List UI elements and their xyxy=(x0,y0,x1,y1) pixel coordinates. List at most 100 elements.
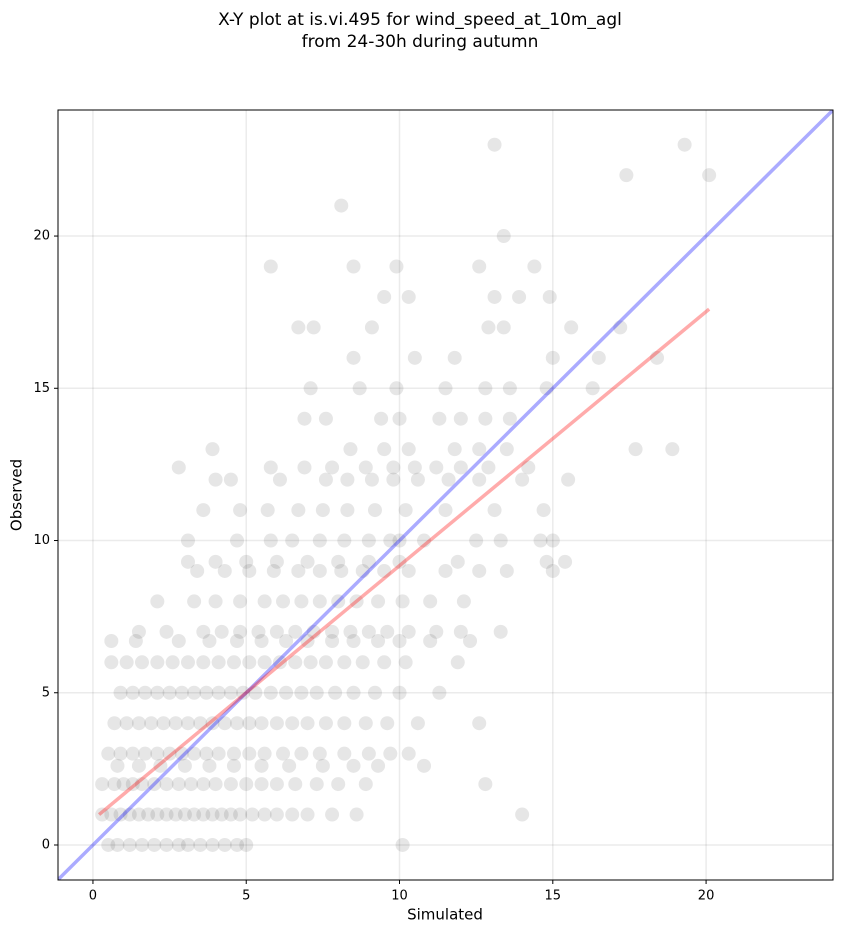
point xyxy=(315,758,330,773)
point xyxy=(131,716,146,731)
point xyxy=(340,472,355,487)
point xyxy=(318,472,333,487)
point xyxy=(288,777,303,792)
point xyxy=(168,716,183,731)
point xyxy=(309,777,324,792)
point xyxy=(266,563,281,578)
point xyxy=(392,633,407,648)
point xyxy=(398,503,413,518)
point xyxy=(318,411,333,426)
point xyxy=(233,624,248,639)
point xyxy=(377,289,392,304)
y-tick-label: 20 xyxy=(33,229,50,244)
point xyxy=(138,685,153,700)
point xyxy=(361,624,376,639)
point xyxy=(309,685,324,700)
point xyxy=(325,624,340,639)
point xyxy=(300,554,315,569)
point xyxy=(558,554,573,569)
point xyxy=(472,716,487,731)
point xyxy=(269,716,284,731)
point xyxy=(233,503,248,518)
point xyxy=(493,624,508,639)
point xyxy=(318,716,333,731)
point xyxy=(300,716,315,731)
point xyxy=(150,685,165,700)
point xyxy=(165,655,180,670)
point xyxy=(318,655,333,670)
point xyxy=(242,746,257,761)
point xyxy=(410,472,425,487)
point xyxy=(702,168,717,183)
point xyxy=(171,777,186,792)
point xyxy=(230,533,245,548)
point xyxy=(499,442,514,457)
point xyxy=(502,411,517,426)
point xyxy=(542,289,557,304)
point xyxy=(410,716,425,731)
point xyxy=(407,460,422,475)
point xyxy=(334,563,349,578)
point xyxy=(125,746,140,761)
point xyxy=(193,716,208,731)
point xyxy=(539,554,554,569)
point xyxy=(515,472,530,487)
point xyxy=(272,472,287,487)
point xyxy=(180,533,195,548)
point xyxy=(306,320,321,335)
point xyxy=(377,563,392,578)
point xyxy=(346,758,361,773)
point xyxy=(153,758,168,773)
point xyxy=(113,685,128,700)
point xyxy=(312,563,327,578)
point xyxy=(208,554,223,569)
point xyxy=(371,758,386,773)
point xyxy=(496,229,511,244)
point xyxy=(233,807,248,822)
point xyxy=(134,655,149,670)
point xyxy=(349,594,364,609)
point xyxy=(361,533,376,548)
point xyxy=(107,716,122,731)
point xyxy=(358,460,373,475)
point xyxy=(119,716,134,731)
point xyxy=(417,533,432,548)
point xyxy=(481,320,496,335)
point xyxy=(456,594,471,609)
point xyxy=(180,554,195,569)
point xyxy=(147,837,162,852)
point xyxy=(233,594,248,609)
point xyxy=(361,554,376,569)
point xyxy=(377,442,392,457)
point xyxy=(282,758,297,773)
point xyxy=(650,350,665,365)
point xyxy=(263,259,278,274)
point xyxy=(386,472,401,487)
point xyxy=(407,350,422,365)
point xyxy=(628,442,643,457)
point xyxy=(239,554,254,569)
point xyxy=(312,594,327,609)
point xyxy=(300,807,315,822)
point xyxy=(288,624,303,639)
x-tick-label: 20 xyxy=(698,889,715,904)
point xyxy=(545,350,560,365)
point xyxy=(211,685,226,700)
point xyxy=(263,533,278,548)
point xyxy=(217,716,232,731)
point xyxy=(211,655,226,670)
point xyxy=(288,655,303,670)
point xyxy=(159,807,174,822)
point xyxy=(613,320,628,335)
point xyxy=(358,716,373,731)
point xyxy=(162,685,177,700)
chart-subtitle: from 24-30h during autumn xyxy=(302,32,539,52)
point xyxy=(134,777,149,792)
point xyxy=(150,746,165,761)
point xyxy=(337,716,352,731)
point xyxy=(159,777,174,792)
point xyxy=(104,633,119,648)
point xyxy=(346,633,361,648)
x-axis-label: Simulated xyxy=(407,906,483,924)
